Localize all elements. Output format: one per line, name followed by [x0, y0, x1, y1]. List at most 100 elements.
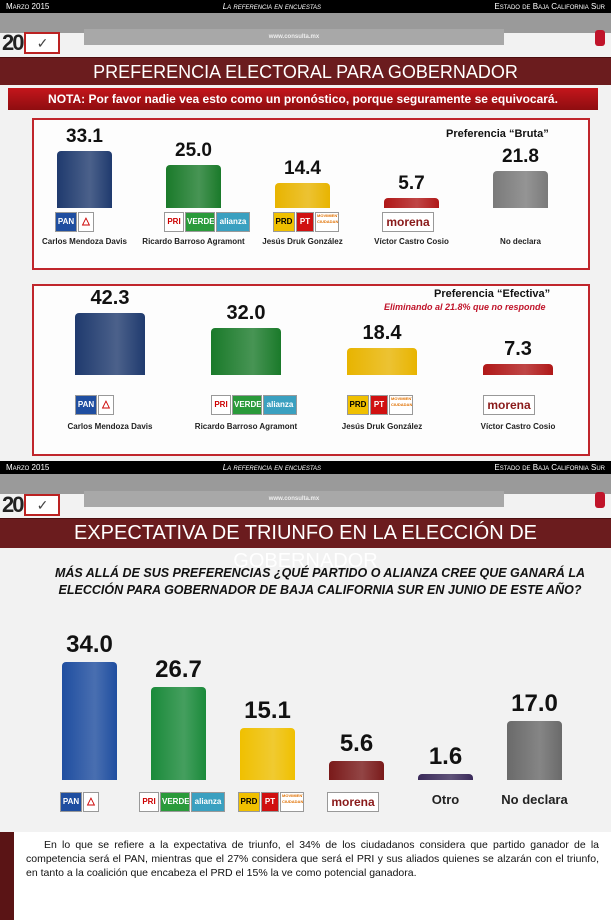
party-logo-1: PT	[370, 395, 388, 415]
date: Marzo 2015	[6, 463, 50, 472]
slide1-title: PREFERENCIA ELECTORAL PARA GOBERNADOR	[0, 57, 611, 85]
value-label-2: 14.4	[284, 158, 321, 180]
party-logos: morena	[483, 395, 535, 415]
party-logo-1: PT	[261, 792, 279, 812]
party-logo-1: △	[83, 792, 99, 812]
bar-2	[347, 347, 417, 375]
top-bar-2: Marzo 2015 La referencia en encuestas Es…	[0, 461, 611, 474]
party-logos: PRI VERDE alianza	[164, 212, 250, 232]
value-label-3: 5.6	[339, 729, 374, 757]
date: Marzo 2015	[6, 2, 50, 11]
gray-band	[0, 13, 611, 33]
url-bar-2: www.consulta.mx	[84, 491, 504, 507]
value-label-5: 17.0	[511, 690, 558, 717]
chart-title: Preferencia “Bruta”	[446, 128, 549, 140]
party-logo-0: PRD	[273, 212, 295, 232]
top-bar: Marzo 2015 La referencia en encuestas Es…	[0, 0, 611, 13]
category-label-1: Ricardo Barroso Agramont	[142, 237, 245, 246]
value-label-0: 34.0	[66, 631, 113, 659]
value-label-2: 18.4	[362, 321, 402, 344]
party-logos: PRDPTMOVIMIENTO CIUDADANO	[238, 792, 304, 812]
tagline: La referencia en encuestas	[222, 2, 322, 11]
slide2-title: EXPECTATIVA DE TRIUNFO EN LA ELECCIÓN DE…	[0, 518, 611, 572]
consulta-logo: 20 ✓	[2, 30, 84, 56]
party-logo-1: VERDE	[232, 395, 262, 415]
state: Estado de Baja California Sur	[494, 463, 605, 472]
party-logo-1: △	[78, 212, 94, 232]
bar-1	[166, 165, 221, 208]
category-label-3: Víctor Castro Cosio	[480, 422, 556, 431]
party-logos: PAN △	[55, 212, 94, 232]
question-line-1: MÁS ALLÁ DE SUS PREFERENCIAS ¿QUÉ PARTID…	[54, 566, 586, 580]
party-logos: PAN △	[75, 395, 114, 415]
gray-band-2	[0, 474, 611, 494]
value-label-4: 21.8	[502, 145, 539, 167]
party-logo-2: MOVIMIENTO CIUDADANO	[280, 792, 304, 812]
value-label-0: 33.1	[66, 126, 103, 148]
chart-subtitle: Eliminando al 21.8% que no responde	[384, 302, 546, 312]
party-logos: PRDPTMOVIMIENTO CIUDADANO	[347, 395, 413, 415]
panel-efectiva: Preferencia “Efectiva” Eliminando al 21.8…	[32, 284, 590, 456]
corner-mark	[595, 30, 605, 46]
bar-5	[507, 721, 562, 780]
bar-0	[75, 312, 145, 375]
chart-title: Preferencia “Efectiva”	[434, 288, 551, 300]
question-line-2: ELECCIÓN PARA GOBERNADOR DE BAJA CALIFOR…	[58, 583, 582, 597]
bar-2	[275, 183, 330, 208]
url-bar: www.consulta.mx	[84, 29, 504, 45]
party-logo-2: alianza	[263, 395, 297, 415]
bar-1	[151, 687, 206, 780]
value-label-2: 15.1	[244, 696, 291, 724]
party-logo-1: VERDE	[185, 212, 215, 232]
party-logo-0: morena	[327, 792, 379, 812]
party-logos: PRI VERDE alianza	[211, 395, 297, 415]
tagline: La referencia en encuestas	[222, 463, 322, 472]
corner-mark-2	[595, 492, 605, 508]
party-logo-1: VERDE	[160, 792, 190, 812]
bar-0	[62, 662, 117, 780]
value-label-4: 1.6	[428, 743, 463, 771]
party-logo-0: PRD	[238, 792, 260, 812]
category-label-4: Otro	[431, 792, 460, 807]
consulta-logo-2: 20 ✓	[2, 492, 84, 518]
bar-2	[240, 727, 295, 780]
category-label-1: Ricardo Barroso Agramont	[194, 422, 298, 431]
panel-bruta: Preferencia “Bruta” 33.1 PAN △ Carlos Mendoz…	[32, 118, 590, 270]
party-logo-0: PAN	[75, 395, 97, 415]
party-logo-0: PRD	[347, 395, 369, 415]
value-label-1: 25.0	[175, 140, 212, 161]
party-logo-1: PT	[296, 212, 314, 232]
value-label-3: 5.7	[398, 173, 425, 195]
nota-banner: NOTA: Por favor nadie vea esto como un p…	[8, 88, 598, 110]
category-label-5: No declara	[501, 792, 568, 807]
question: MÁS ALLÁ DE SUS PREFERENCIAS ¿QUÉ PARTID…	[40, 565, 600, 599]
party-logo-0: PRI	[164, 212, 184, 232]
party-logo-0: PRI	[139, 792, 159, 812]
party-logo-0: morena	[382, 212, 434, 232]
party-logos: PRI VERDE alianza	[139, 792, 225, 812]
bar-3	[384, 198, 439, 208]
bar-3	[329, 760, 384, 780]
party-logos: morena	[327, 792, 379, 812]
party-logo-0: PRI	[211, 395, 231, 415]
value-label-1: 26.7	[155, 656, 202, 684]
party-logo-2: alianza	[191, 792, 225, 812]
party-logo-0: PAN	[60, 792, 82, 812]
category-label-0: Carlos Mendoza Davis	[42, 237, 127, 246]
bar-3	[483, 364, 553, 375]
party-logo-1: △	[98, 395, 114, 415]
category-label-2: Jesús Druk González	[262, 237, 343, 246]
category-label-2: Jesús Druk González	[341, 422, 423, 431]
chart-expectativa: 34.0 PAN △ 26.7 PRI VERDE alianza 15.1 PRD PT MOVI…	[0, 600, 611, 835]
bar-4	[493, 170, 548, 208]
category-label-4: No declara	[500, 237, 541, 246]
value-label-3: 7.3	[504, 338, 532, 361]
party-logos: PAN △	[60, 792, 99, 812]
party-logo-2: MOVIMIENTO CIUDADANO	[315, 212, 339, 232]
party-logo-0: PAN	[55, 212, 77, 232]
value-label-0: 42.3	[90, 286, 130, 309]
summary-paragraph: En lo que se refiere a la expectativa de…	[0, 832, 611, 920]
category-label-0: Carlos Mendoza Davis	[67, 422, 153, 431]
bar-0	[57, 151, 112, 208]
state: Estado de Baja California Sur	[494, 2, 605, 11]
